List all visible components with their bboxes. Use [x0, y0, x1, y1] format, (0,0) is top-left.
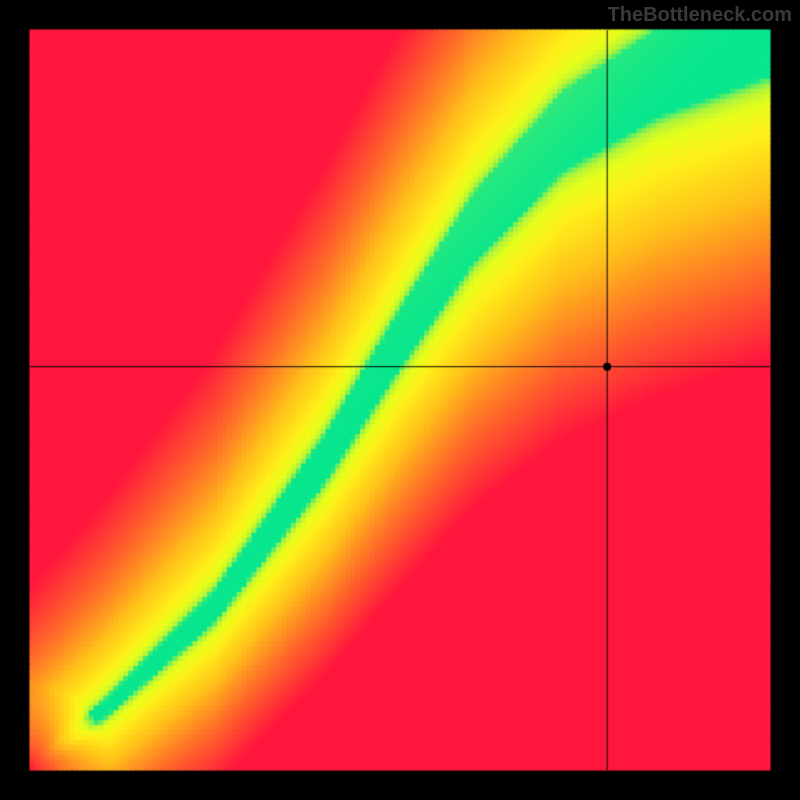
chart-container: TheBottleneck.com	[0, 0, 800, 800]
watermark-text: TheBottleneck.com	[608, 4, 792, 27]
bottleneck-heatmap	[0, 0, 800, 800]
